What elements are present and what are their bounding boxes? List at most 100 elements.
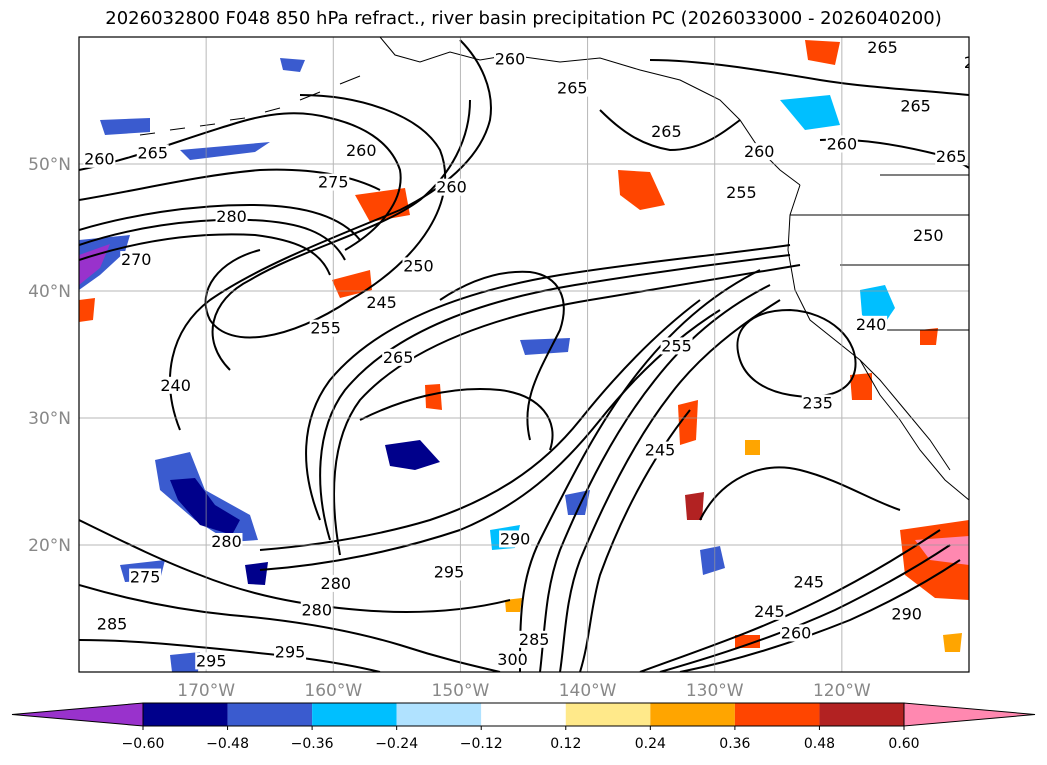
north-america-coastline — [787, 184, 969, 501]
negative-pc-patch — [170, 478, 240, 535]
negative-pc-patch — [79, 244, 110, 285]
contour-line — [559, 299, 781, 672]
negative-pc-patch — [780, 95, 840, 130]
contour-label: 245 — [366, 293, 397, 312]
colorbar-bin — [481, 703, 566, 726]
colorbar-tick-label: −0.12 — [460, 736, 503, 752]
positive-pc-patch — [735, 635, 760, 648]
contour-label-background — [195, 652, 228, 670]
contour-label: 255 — [310, 319, 341, 338]
contour-label-background — [435, 178, 468, 196]
contour-label: 290 — [500, 529, 531, 548]
contour-label-background — [382, 348, 415, 366]
latitude-tick-label: 20°N — [28, 536, 71, 556]
colorbar-bin — [650, 703, 735, 726]
contour-label: 260 — [436, 178, 467, 197]
colorbar-tick-label: −0.48 — [206, 736, 249, 752]
contour-label: 240 — [160, 376, 191, 395]
contour-label-background — [753, 602, 786, 620]
negative-pc-patch — [385, 440, 440, 470]
contour-label: 265 — [867, 38, 898, 57]
contour-label: 260 — [827, 134, 858, 153]
contour-label: 260 — [781, 623, 812, 642]
contour-label-background — [792, 573, 825, 591]
contour-label: 245 — [754, 602, 785, 621]
contour-line — [79, 584, 501, 672]
longitude-tick-label: 170°W — [177, 681, 235, 701]
contour-label-background — [963, 54, 969, 72]
contour-label-background — [556, 79, 589, 97]
colorbar-bin — [565, 703, 651, 726]
contour-label: 295 — [196, 651, 227, 670]
contour-label-background — [300, 601, 333, 619]
contour-label: 280 — [321, 574, 352, 593]
contour-label-background — [215, 207, 248, 225]
latitude-ticks: 50°N 40°N 30°N 20°N — [28, 155, 71, 556]
contour-label: 275 — [318, 173, 349, 192]
contour-label: 285 — [519, 630, 550, 649]
contour-label-background — [660, 337, 693, 355]
latitude-tick-label: 50°N — [28, 155, 71, 175]
colorbar-tick-label: 0.36 — [719, 736, 750, 752]
contour-label: 285 — [97, 615, 128, 634]
contour-label-background — [935, 148, 968, 166]
contour-label-background — [801, 394, 834, 412]
contour-label-background — [518, 630, 551, 648]
alaska-coastline — [379, 37, 801, 186]
contour-label: 295 — [434, 562, 465, 581]
positive-pc-patch — [943, 633, 962, 652]
longitude-tick-label: 140°W — [559, 681, 617, 701]
contour-label-background — [496, 651, 529, 669]
contour-label-background — [210, 533, 243, 550]
positive-pc-patch — [79, 298, 95, 322]
positive-pc-patch — [425, 384, 442, 410]
contour-label-background — [274, 643, 307, 661]
positive-pc-patch — [505, 598, 522, 612]
contour-label-background — [855, 315, 888, 333]
latitude-tick-label: 40°N — [28, 282, 71, 302]
colorbar-over-extension — [903, 702, 1036, 727]
negative-pc-patch — [170, 652, 200, 672]
coastlines — [139, 37, 969, 501]
colorbar-frame — [142, 702, 905, 727]
contour-line — [211, 99, 471, 371]
contour-line — [649, 59, 969, 96]
border-lines — [790, 174, 969, 331]
contour-line — [79, 639, 381, 672]
longitude-tick-label: 160°W — [304, 681, 362, 701]
contour-label: 255 — [661, 336, 692, 355]
negative-pc-patch — [280, 58, 305, 72]
contour-label: 265 — [900, 96, 931, 115]
colorbar-tick-label: 0.48 — [804, 736, 835, 752]
negative-pc-patch — [180, 142, 270, 160]
latitude-tick-label: 30°N — [28, 409, 71, 429]
contour-label: 280 — [211, 532, 242, 551]
contour-label-background — [650, 122, 683, 140]
contour-label: 265 — [383, 348, 414, 367]
colorbar-bin — [819, 703, 904, 726]
contour-label-background — [494, 50, 527, 68]
contour-label-background — [345, 141, 378, 159]
contour-label-background — [499, 530, 532, 548]
contour-line — [679, 559, 961, 672]
contour-label-background — [644, 441, 677, 459]
aleutian-islands — [139, 75, 361, 136]
positive-pc-patch — [678, 400, 698, 445]
contour-label-background — [899, 97, 932, 115]
contour-label-background — [780, 624, 813, 642]
negative-pc-patch — [245, 562, 268, 585]
contour-label-background — [317, 173, 350, 191]
chart-title: 2026032800 F048 850 hPa refract., river … — [105, 8, 942, 29]
contour-label-background — [365, 294, 398, 312]
contour-line — [599, 109, 741, 152]
contour-label: 265 — [557, 79, 588, 98]
baja-coastline — [859, 359, 951, 471]
positive-pc-patch — [618, 170, 665, 210]
contour-label-background — [890, 605, 923, 623]
contour-line — [259, 299, 701, 551]
colorbar-bin — [396, 703, 482, 726]
contour-line — [659, 544, 951, 672]
colorbar-tick-label: 0.12 — [550, 736, 581, 752]
contour-line — [259, 309, 721, 571]
